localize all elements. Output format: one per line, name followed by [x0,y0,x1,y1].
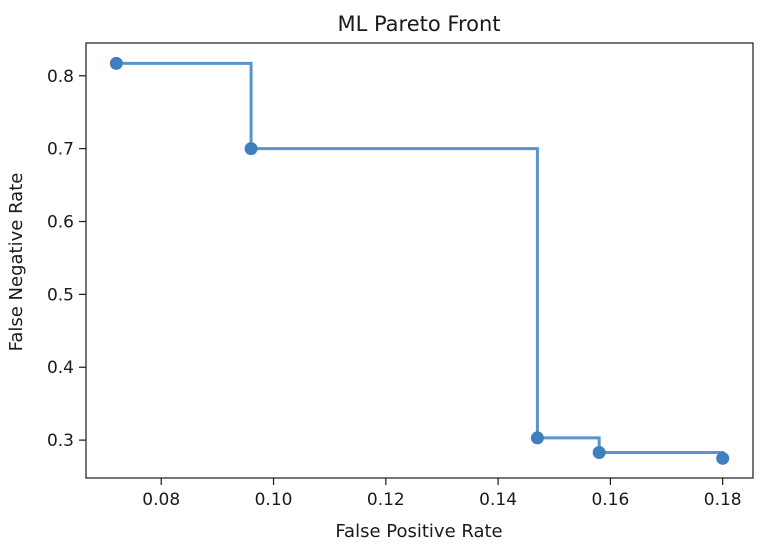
series-0-point-0 [109,56,123,70]
y-axis-label: False Negative Rate [6,173,27,352]
series-0-point-1 [244,142,258,156]
x-tick-label-3: 0.14 [479,490,517,510]
x-axis-label: False Positive Rate [335,521,502,542]
y-tick-label-2: 0.5 [47,285,74,305]
x-tick-label-2: 0.12 [367,490,405,510]
series-0-point-3 [592,446,606,459]
chart-title: ML Pareto Front [337,12,500,36]
plot-area [109,56,730,465]
x-tick-label-4: 0.16 [591,490,629,510]
y-tick-label-0: 0.3 [47,431,74,451]
y-tick-label-3: 0.6 [47,213,74,233]
y-tick-label-1: 0.4 [47,358,74,378]
plot-frame [85,42,754,479]
y-tick-label-5: 0.8 [47,67,74,87]
x-tick-label-1: 0.10 [255,490,293,510]
series-0-point-4 [716,451,730,465]
x-tick-label-5: 0.18 [704,490,742,510]
y-tick-label-4: 0.7 [47,140,74,160]
series-0-point-2 [530,431,544,445]
axes: 0.08 0.10 0.12 0.14 0.16 0.18 0.3 0.4 0.5 0.6 0.7 0… [47,42,754,510]
x-tick-label-0: 0.08 [142,490,180,510]
